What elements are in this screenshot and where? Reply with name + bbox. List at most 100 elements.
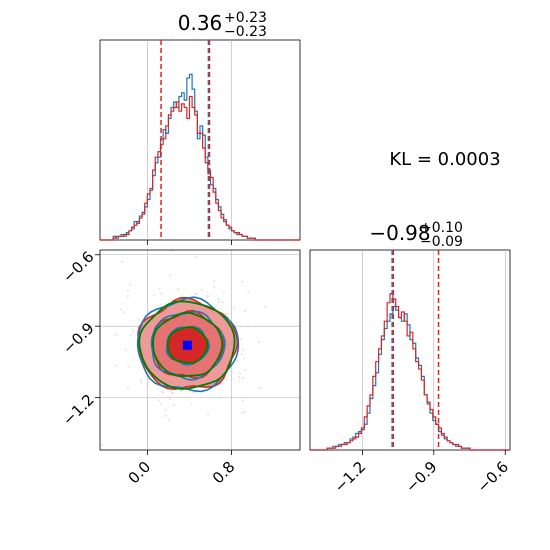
scatter-point: [214, 306, 217, 309]
scatter-point: [137, 318, 141, 322]
scatter-point: [164, 408, 167, 412]
scatter-point: [212, 279, 215, 283]
scatter-point: [132, 329, 135, 332]
scatter-point: [246, 325, 250, 329]
hist-series-red: [310, 293, 510, 451]
title-main: 0.36: [178, 11, 223, 35]
title-sub: −0.09: [420, 234, 463, 250]
scatter-point: [127, 365, 130, 368]
scatter-point: [239, 338, 243, 341]
scatter-point: [126, 387, 129, 390]
scatter-point: [160, 292, 163, 295]
scatter-point: [241, 399, 244, 402]
scatter-point: [264, 305, 267, 308]
scatter-point: [147, 310, 150, 313]
title-sub: −0.23: [224, 24, 267, 40]
scatter-point: [257, 340, 261, 344]
kl-label: KL = 0.0003: [389, 149, 500, 170]
scatter-point: [157, 399, 160, 402]
scatter-point: [222, 291, 225, 294]
scatter-point: [146, 385, 149, 388]
panel-bottom-right-quantile-lines: [391, 250, 440, 450]
panel-top-left-ticks: [146, 240, 232, 245]
hist-series-red: [100, 95, 300, 241]
title-sup: +0.10: [420, 220, 463, 236]
scatter-point: [221, 300, 224, 304]
scatter-point: [190, 402, 193, 405]
scatter-point: [170, 391, 173, 394]
scatter-point: [217, 298, 220, 301]
scatter-point: [241, 411, 244, 415]
y-tick-label: −0.9: [59, 319, 97, 357]
scatter-point: [157, 287, 161, 290]
scatter-point: [169, 274, 172, 277]
scatter-point: [242, 357, 246, 360]
scatter-point: [226, 313, 229, 316]
contour-green-level-2: [138, 300, 236, 390]
contour-green-level-0: [166, 326, 209, 364]
contour-blue-level-2: [136, 296, 240, 393]
scatter-point: [194, 256, 197, 259]
scatter-point: [206, 294, 209, 297]
panel-bottom-left-contours: [136, 296, 240, 393]
scatter-point: [124, 348, 127, 351]
panel-top-left-title: 0.36: [178, 11, 223, 35]
scatter-point: [235, 360, 238, 363]
scatter-point: [120, 308, 123, 311]
scatter-point: [51, 414, 53, 416]
scatter-point: [169, 250, 172, 252]
panel-top-left-quantile-lines: [160, 40, 211, 240]
title-sup: +0.23: [224, 10, 267, 26]
scatter-point: [225, 378, 228, 381]
scatter-point: [160, 403, 163, 406]
scatter-point: [217, 300, 220, 304]
scatter-point: [259, 386, 262, 390]
scatter-point: [126, 290, 130, 293]
scatter-point: [164, 414, 167, 417]
scatter-point: [242, 376, 245, 380]
scatter-point: [238, 372, 241, 375]
scatter-point: [206, 412, 210, 415]
hist-series-blue: [100, 73, 300, 241]
x-tick-label: −1.2: [331, 458, 369, 496]
panel-bottom-left-frame: [99, 249, 301, 451]
scatter-point: [243, 309, 247, 312]
scatter-point: [130, 334, 133, 337]
scatter-point: [172, 403, 175, 406]
scatter-point: [213, 285, 216, 288]
scatter-point: [126, 295, 129, 298]
panel-bottom-right-frame: [309, 249, 511, 451]
panel-bottom-left: 0.0 0.8 −0.6 −0.9 −1.2: [51, 248, 301, 488]
scatter-point: [169, 389, 173, 392]
scatter-point: [238, 376, 241, 379]
scatter-point: [243, 368, 247, 372]
panel-top-left-histograms: [100, 73, 300, 241]
scatter-point: [121, 260, 124, 264]
scatter-point: [114, 364, 117, 367]
panel-top-left: 0.36 +0.23 −0.23: [99, 10, 301, 245]
scatter-point: [241, 280, 244, 283]
scatter-point: [140, 378, 143, 381]
scatter-point: [129, 283, 132, 286]
scatter-point: [194, 292, 198, 296]
x-tick-label: 0.0: [125, 458, 155, 488]
scatter-point: [200, 288, 203, 292]
scatter-point: [233, 307, 236, 310]
scatter-point: [243, 410, 246, 414]
panel-bottom-right-histograms: [310, 293, 510, 451]
x-tick-label: −0.6: [474, 458, 512, 496]
scatter-point: [168, 397, 172, 401]
scatter-point: [240, 353, 243, 356]
scatter-point: [140, 381, 143, 384]
y-tick-label: −0.6: [59, 248, 97, 286]
scatter-point: [167, 419, 171, 422]
scatter-point: [100, 443, 104, 447]
contour-green-level-1: [152, 311, 224, 378]
x-tick-label: −0.9: [402, 458, 440, 496]
scatter-point: [247, 291, 250, 294]
scatter-point: [161, 391, 165, 394]
panel-bottom-right-ticks: −1.2 −0.9 −0.6: [331, 450, 512, 496]
scatter-point: [115, 333, 118, 336]
hist-series-blue: [310, 305, 510, 451]
